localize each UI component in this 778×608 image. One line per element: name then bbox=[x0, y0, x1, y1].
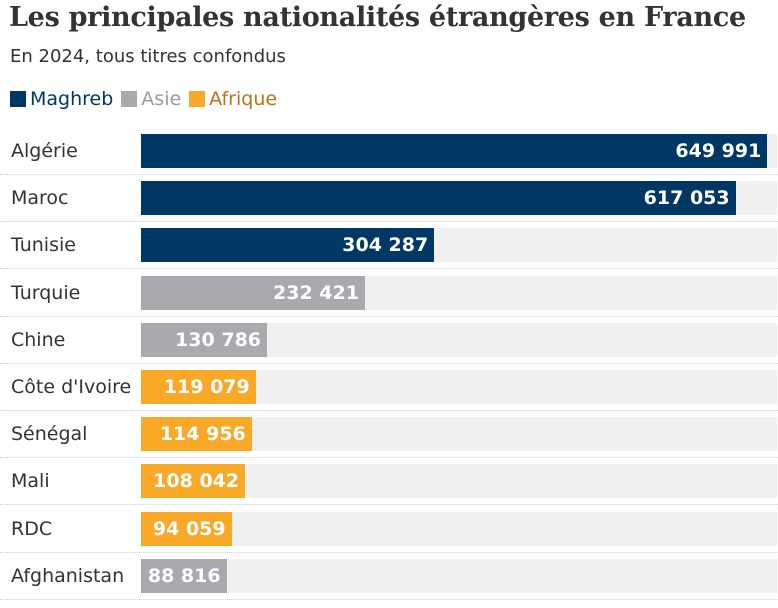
category-label: Tunisie bbox=[11, 234, 76, 257]
row-separator bbox=[0, 268, 778, 270]
bar-track: 649 991 bbox=[141, 134, 777, 168]
legend-swatch-maghreb bbox=[10, 91, 26, 107]
category-label: Turquie bbox=[11, 281, 81, 304]
bar-track: 94 059 bbox=[141, 511, 777, 546]
legend-swatch-afrique bbox=[189, 91, 206, 107]
row-separator bbox=[0, 457, 778, 459]
bar-chart: Algérie 649 991 Maroc 617 053 Tunisie 304 287… bbox=[0, 128, 778, 608]
bar-track: 88 816 bbox=[141, 558, 777, 593]
bar: 119 079 bbox=[141, 370, 256, 404]
bar: 304 287 bbox=[141, 228, 435, 263]
legend-label-afrique: Afrique bbox=[209, 88, 278, 110]
chart-subtitle: En 2024, tous titres confondus bbox=[10, 46, 286, 67]
bar: 130 786 bbox=[141, 322, 268, 357]
legend: Maghreb Asie Afrique bbox=[10, 88, 285, 110]
data-label: 649 991 bbox=[675, 140, 762, 162]
bar: 108 042 bbox=[141, 464, 246, 499]
row-separator bbox=[0, 315, 778, 317]
data-label: 114 956 bbox=[159, 423, 246, 446]
bar-track: 130 786 bbox=[141, 322, 777, 357]
row-separator bbox=[0, 504, 778, 506]
bar: 88 816 bbox=[141, 558, 227, 593]
legend-swatch-asie bbox=[121, 91, 138, 107]
bar: 617 053 bbox=[141, 181, 736, 216]
category-label: RDC bbox=[11, 517, 53, 540]
data-label: 130 786 bbox=[175, 328, 262, 351]
legend-item-maghreb: Maghreb bbox=[10, 88, 113, 110]
row-separator bbox=[0, 551, 778, 553]
bar-row: Mali 108 042 bbox=[0, 458, 778, 506]
bar-row: Turquie 232 421 bbox=[0, 270, 778, 317]
bar-row: Sénégal 114 956 bbox=[0, 411, 778, 459]
row-separator bbox=[0, 174, 778, 175]
data-label: 119 079 bbox=[163, 376, 250, 398]
bar-track: 304 287 bbox=[141, 228, 777, 263]
row-separator bbox=[0, 221, 778, 223]
legend-label-maghreb: Maghreb bbox=[30, 88, 114, 110]
legend-label-asie: Asie bbox=[141, 88, 182, 110]
bar-track: 114 956 bbox=[141, 417, 777, 452]
bar-track: 119 079 bbox=[141, 370, 777, 404]
bar-row: Chine 130 786 bbox=[0, 317, 778, 364]
category-label: Mali bbox=[11, 470, 50, 493]
category-label: Afghanistan bbox=[11, 564, 125, 587]
bar: 232 421 bbox=[141, 275, 365, 310]
bar-track: 617 053 bbox=[141, 181, 777, 216]
data-label: 108 042 bbox=[153, 470, 240, 493]
category-label: Algérie bbox=[11, 140, 78, 162]
bar-row: RDC 94 059 bbox=[0, 506, 778, 553]
row-separator bbox=[0, 598, 778, 600]
category-label: Côte d'Ivoire bbox=[11, 376, 132, 398]
row-separator bbox=[0, 410, 778, 411]
category-label: Chine bbox=[11, 328, 66, 351]
bar-track: 232 421 bbox=[141, 275, 777, 310]
category-label: Sénégal bbox=[11, 423, 88, 446]
chart-title: Les principales nationalités étrangères … bbox=[9, 2, 746, 33]
data-label: 88 816 bbox=[147, 564, 221, 587]
bar-row: Maroc 617 053 bbox=[0, 175, 778, 223]
row-separator bbox=[0, 362, 778, 364]
legend-item-asie: Asie bbox=[121, 88, 181, 110]
bar: 649 991 bbox=[141, 134, 768, 168]
data-label: 232 421 bbox=[273, 281, 359, 304]
bar-row: Tunisie 304 287 bbox=[0, 222, 778, 270]
data-label: 304 287 bbox=[342, 234, 429, 257]
bar-track: 108 042 bbox=[141, 464, 777, 499]
category-label: Maroc bbox=[11, 187, 69, 210]
data-label: 94 059 bbox=[152, 517, 226, 540]
data-label: 617 053 bbox=[643, 187, 730, 210]
bar-row: Côte d'Ivoire 119 079 bbox=[0, 364, 778, 411]
bar: 94 059 bbox=[141, 511, 232, 546]
legend-item-afrique: Afrique bbox=[189, 88, 277, 110]
bar-row: Algérie 649 991 bbox=[0, 128, 778, 175]
bar-row: Afghanistan 88 816 bbox=[0, 553, 778, 600]
bar: 114 956 bbox=[141, 417, 252, 452]
